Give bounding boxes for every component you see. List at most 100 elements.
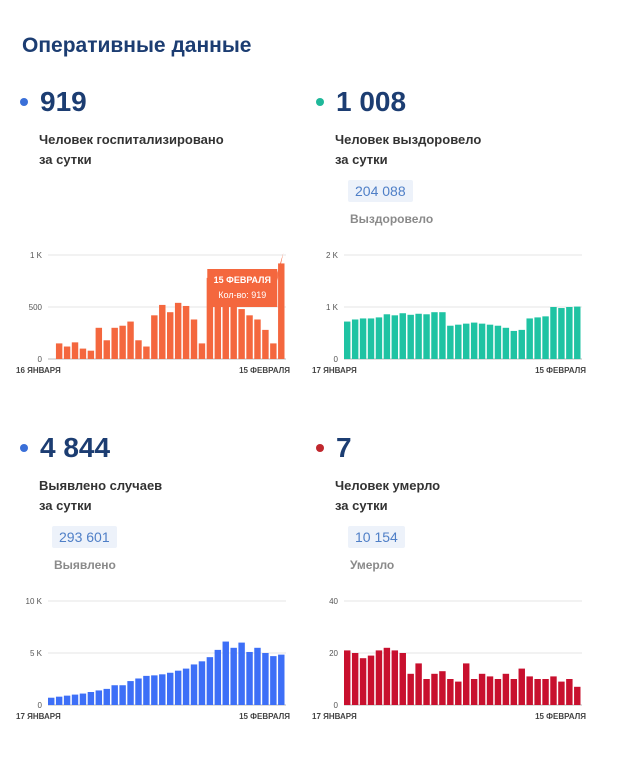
bar (478, 323, 486, 359)
x-start-label: 17 ЯНВАРЯ (16, 712, 61, 721)
y-tick-label: 0 (38, 355, 43, 364)
bar (222, 641, 229, 705)
bar (206, 277, 214, 359)
bar (470, 322, 478, 359)
bar (206, 657, 214, 705)
bar (415, 313, 422, 359)
bar (431, 312, 438, 359)
bar (270, 656, 277, 705)
bullet-dot-icon (20, 444, 28, 452)
bar (558, 308, 565, 359)
deaths-total-badge: 10 154 (348, 526, 405, 548)
bar (214, 288, 222, 359)
caption-line: за сутки (335, 152, 388, 167)
bar (550, 307, 557, 359)
caption-line: Человек выздоровело (335, 132, 482, 147)
bar (502, 673, 510, 705)
y-tick-label: 10 K (26, 597, 43, 606)
bar (246, 651, 253, 705)
bar (71, 342, 79, 359)
bar (119, 325, 126, 359)
x-start-label: 17 ЯНВАРЯ (312, 366, 357, 375)
bar (278, 263, 285, 359)
bar (270, 343, 277, 359)
bar (399, 653, 406, 705)
bar (103, 688, 110, 705)
deaths-caption: Человек умерло за сутки (335, 476, 575, 516)
bar (351, 319, 359, 359)
bar (423, 679, 430, 705)
bar (119, 685, 126, 705)
recovered-value: 1 008 (336, 86, 407, 117)
y-tick-label: 0 (334, 355, 339, 364)
bar (167, 672, 174, 705)
bar (182, 668, 190, 705)
recovered-total-label: Выздоровело (350, 212, 434, 226)
bar (344, 650, 351, 705)
bar (486, 676, 494, 705)
recovered-caption: Человек выздоровело за сутки (335, 130, 575, 170)
bar (55, 696, 63, 705)
bar (143, 675, 150, 705)
y-tick-label: 500 (29, 303, 43, 312)
bar (190, 664, 198, 705)
bar (135, 678, 142, 705)
bar (518, 668, 525, 705)
y-tick-label: 20 (329, 649, 338, 658)
cases-total-label: Выявлено (54, 558, 116, 572)
bar (399, 313, 406, 359)
caption-line: за сутки (335, 498, 388, 513)
x-end-label: 15 ФЕВРАЛЯ (239, 712, 290, 721)
bar (375, 317, 383, 359)
bar (383, 647, 391, 705)
bar (494, 679, 502, 705)
bar (486, 324, 494, 359)
y-tick-label: 1 K (326, 303, 339, 312)
bar (95, 327, 103, 359)
bar (127, 681, 134, 705)
tooltip-pointer (277, 253, 284, 281)
panel-recovered: 1 008 Человек выздоровело за сутки 204 0… (312, 82, 597, 422)
deaths-chart: 0 20 40 17 ЯНВАРЯ 15 ФЕВРАЛЯ (312, 597, 586, 721)
bar (159, 674, 166, 705)
bar (391, 650, 399, 705)
bar (367, 318, 375, 359)
caption-line: Выявлено случаев (39, 478, 163, 493)
bar (375, 650, 383, 705)
bar (87, 350, 95, 359)
metric-row: 1 008 (312, 84, 406, 120)
y-tick-label: 1 K (30, 251, 43, 260)
cases-value: 4 844 (40, 432, 111, 463)
y-tick-label: 40 (329, 597, 338, 606)
bar (447, 679, 454, 705)
bar (534, 679, 541, 705)
bar (447, 325, 454, 359)
bar (230, 304, 237, 359)
bar (463, 663, 470, 705)
bar (254, 319, 261, 359)
bar (135, 340, 142, 359)
bar (542, 316, 549, 359)
bar (439, 312, 446, 359)
bar (510, 330, 518, 359)
bullet-dot-icon (316, 98, 324, 106)
bar (423, 314, 430, 359)
caption-line: за сутки (39, 152, 92, 167)
x-end-label: 15 ФЕВРАЛЯ (239, 366, 290, 375)
bar (415, 663, 422, 705)
bar (439, 671, 446, 705)
bar (111, 327, 118, 359)
bullet-dot-icon (316, 444, 324, 452)
y-tick-label: 5 K (30, 649, 43, 658)
y-tick-label: 2 K (326, 251, 339, 260)
bar (494, 325, 502, 359)
panel-hospitalized: 919 Человек госпитализировано за сутки 0… (16, 82, 301, 422)
caption-line: Человек умерло (335, 478, 441, 493)
bar (127, 321, 134, 359)
bar (383, 314, 391, 359)
bar (159, 304, 166, 359)
bar (455, 324, 462, 359)
bar (526, 676, 533, 705)
panel-deaths: 7 Человек умерло за сутки 10 154 Умерло … (312, 428, 597, 768)
bar (262, 653, 269, 705)
